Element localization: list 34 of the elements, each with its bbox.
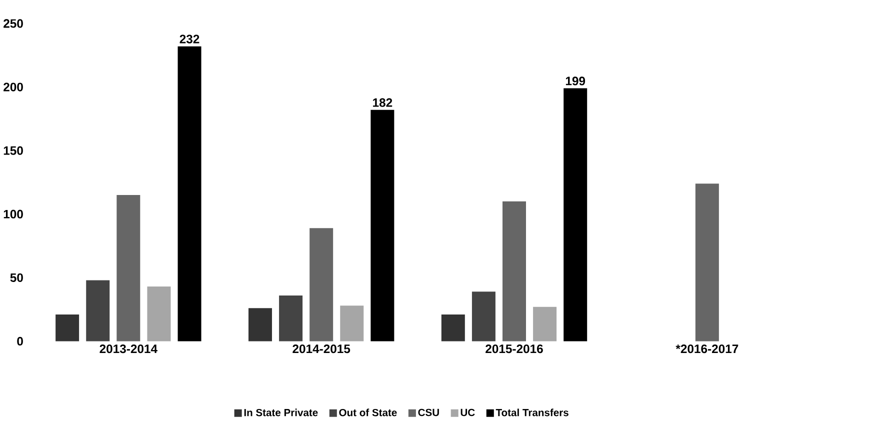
- y-tick-label: 150: [4, 146, 23, 155]
- y-tick-label: 50: [10, 273, 23, 282]
- legend-label: CSU: [418, 408, 439, 416]
- x-tick-label: *2016-2017: [676, 344, 738, 354]
- y-tick-label: 0: [17, 336, 23, 346]
- bar: [502, 201, 526, 342]
- bar: [310, 228, 334, 342]
- bar: [279, 295, 303, 342]
- x-tick-label: 2015-2016: [486, 344, 543, 354]
- bar: [147, 286, 171, 342]
- bar: [178, 46, 202, 342]
- bar: [533, 306, 557, 342]
- bar: [248, 308, 272, 342]
- bar: [695, 184, 719, 342]
- data-label: 199: [566, 76, 586, 86]
- legend-label: Out of State: [339, 408, 397, 416]
- legend-label: UC: [460, 408, 475, 416]
- bar: [472, 292, 496, 342]
- y-tick-label: 250: [4, 19, 23, 28]
- data-label: 182: [373, 98, 392, 107]
- bar: [441, 314, 465, 342]
- x-tick-label: 2013-2014: [100, 344, 158, 354]
- y-tick-label: 100: [4, 210, 23, 218]
- bar: [340, 306, 364, 342]
- legend-label: Total Transfers: [496, 408, 568, 416]
- data-label: 232: [180, 34, 200, 44]
- x-tick-label: 2014-2015: [292, 344, 350, 354]
- bar: [56, 314, 80, 342]
- bar: [370, 110, 394, 342]
- bar: [116, 195, 140, 342]
- bar: [86, 280, 110, 342]
- bar: [564, 88, 588, 342]
- legend-label: In State Private: [244, 408, 318, 416]
- y-tick-label: 200: [4, 82, 23, 92]
